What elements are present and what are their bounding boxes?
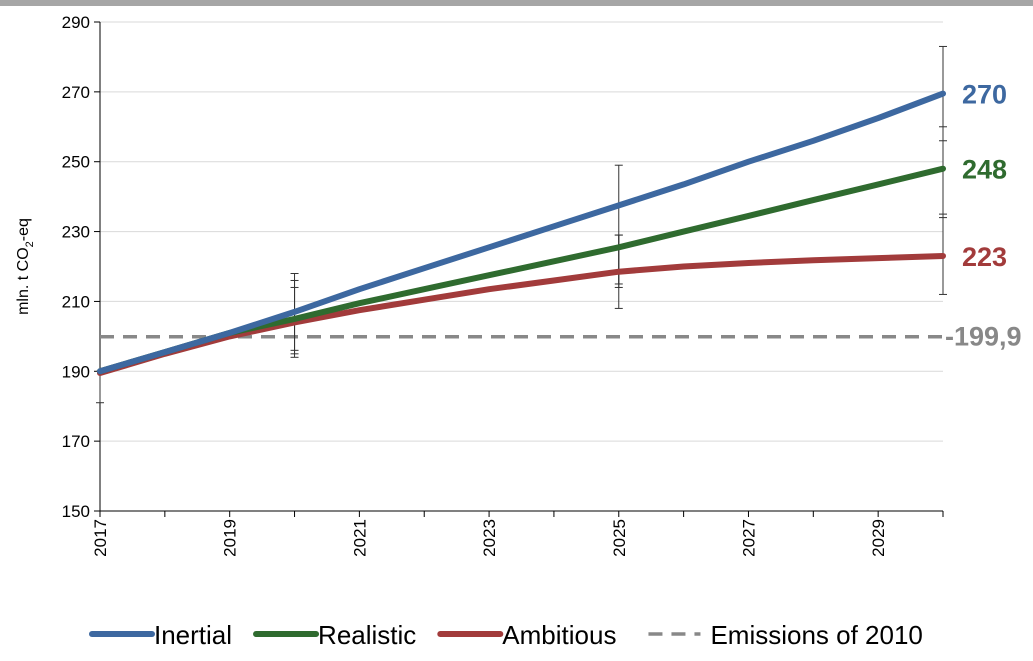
y-tick-label-210: 210 bbox=[62, 292, 90, 311]
x-tick-label-2021: 2021 bbox=[350, 519, 369, 557]
series-line-ambitious bbox=[97, 253, 946, 376]
x-tick-label-2023: 2023 bbox=[480, 519, 499, 557]
y-tick-label-230: 230 bbox=[62, 223, 90, 242]
y-tick-label-170: 170 bbox=[62, 432, 90, 451]
series-line-realistic bbox=[97, 165, 946, 375]
x-tick-label-2025: 2025 bbox=[610, 519, 629, 557]
y-tick-label-270: 270 bbox=[62, 83, 90, 102]
y-axis-title: mln. t CO2-eq bbox=[15, 218, 36, 315]
end-label-realistic: 248 bbox=[962, 155, 1007, 185]
end-label-inertial: 270 bbox=[962, 80, 1007, 110]
x-tick-label-2027: 2027 bbox=[739, 519, 758, 557]
y-tick-label-150: 150 bbox=[62, 502, 90, 521]
y-tick-label-290: 290 bbox=[62, 13, 90, 32]
legend-label-inertial: Inertial bbox=[154, 620, 232, 650]
y-tick-label-190: 190 bbox=[62, 362, 90, 381]
x-tick-label-2019: 2019 bbox=[221, 519, 240, 557]
legend-label-realistic: Realistic bbox=[318, 620, 416, 650]
top-border bbox=[0, 0, 1033, 6]
reference-line-label: -199,9 bbox=[945, 322, 1022, 352]
legend-label-ambitious: Ambitious bbox=[502, 620, 616, 650]
series-line-inertial bbox=[97, 90, 946, 375]
x-tick-label-2029: 2029 bbox=[869, 519, 888, 557]
x-tick-label-2017: 2017 bbox=[91, 519, 110, 557]
legend-label-emissions-of-2010: Emissions of 2010 bbox=[710, 620, 922, 650]
end-label-ambitious: 223 bbox=[962, 242, 1007, 272]
y-tick-label-250: 250 bbox=[62, 153, 90, 172]
